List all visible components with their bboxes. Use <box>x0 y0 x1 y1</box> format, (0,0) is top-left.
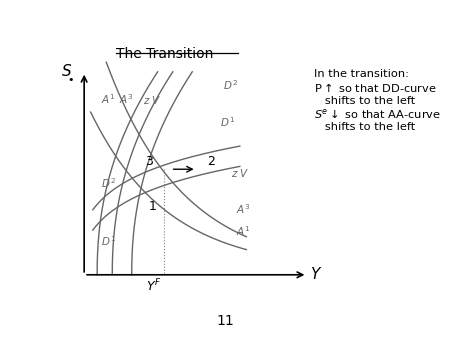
Text: $D^{\,1}$: $D^{\,1}$ <box>101 235 117 248</box>
Text: 3: 3 <box>145 155 153 168</box>
Text: $A^3$: $A^3$ <box>235 202 250 216</box>
Text: The Transition: The Transition <box>116 47 213 61</box>
Text: $D^{\,2}$: $D^{\,2}$ <box>101 176 117 190</box>
Text: $A^1$: $A^1$ <box>235 224 250 238</box>
Text: $Y^F$: $Y^F$ <box>145 277 161 294</box>
Text: $D^{\,2}$: $D^{\,2}$ <box>223 78 238 92</box>
Text: 1: 1 <box>149 200 157 213</box>
Text: 11: 11 <box>216 314 234 328</box>
Text: Y: Y <box>310 267 319 282</box>
Text: $z\ V$: $z\ V$ <box>143 94 161 106</box>
Text: •: • <box>67 75 73 84</box>
Text: 2: 2 <box>207 155 215 168</box>
Text: $z\ V$: $z\ V$ <box>231 167 250 179</box>
Text: $A^3$: $A^3$ <box>119 93 133 106</box>
Text: $A^1$: $A^1$ <box>101 93 116 106</box>
Text: S: S <box>62 64 72 79</box>
Text: $D^{\,1}$: $D^{\,1}$ <box>220 115 236 128</box>
Text: In the transition:
P$\uparrow$ so that DD-curve
   shifts to the left
$S^e\downa: In the transition: P$\uparrow$ so that D… <box>314 69 441 132</box>
